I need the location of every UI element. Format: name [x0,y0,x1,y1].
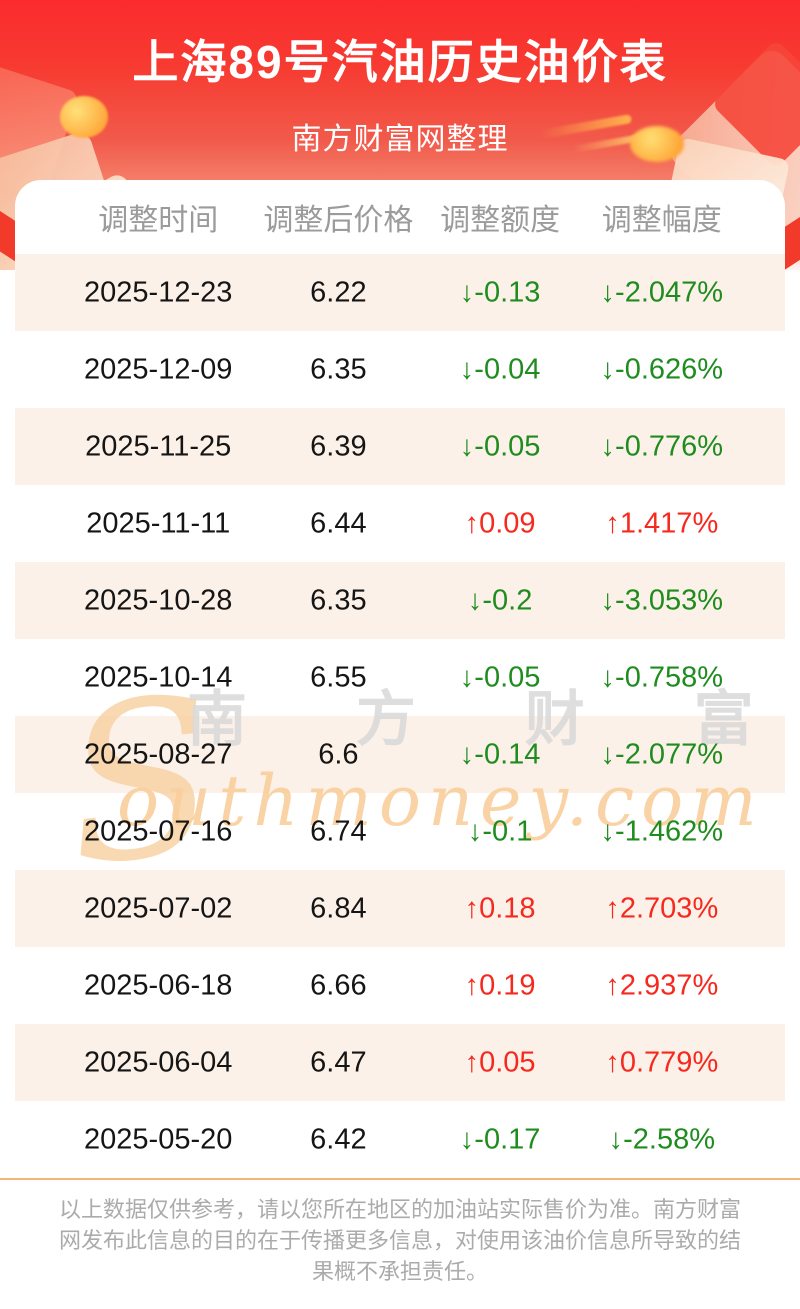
footer-disclaimer-section: 以上数据仅供参考，请以您所在地区的加油站实际售价为准。南方财富网发布此信息的目的… [0,1178,800,1309]
cell-adjust-date: 2025-10-14 [84,661,233,693]
table-row: 2025-12-23 6.22 ↓-0.13 ↓-2.047% [15,254,785,331]
cell-adjust-amount: ↓-0.17 [459,1123,541,1155]
cell-adjust-amount: ↓-0.14 [459,738,541,770]
cell-adjust-amount: ↓-0.1 [467,815,533,847]
cell-adjusted-price: 6.35 [310,353,367,385]
table-row: 2025-12-09 6.35 ↓-0.04 ↓-0.626% [15,331,785,408]
table-row: 2025-06-04 6.47 ↑0.05 ↑0.779% [15,1024,785,1101]
cell-adjust-percent: ↑0.779% [605,1046,719,1078]
cell-adjust-date: 2025-07-16 [84,815,233,847]
table-body: S 南 方 财 富 网 outhmoney.com 2025-12-23 6.2… [15,254,800,1178]
cell-adjust-date: 2025-10-28 [84,584,233,616]
price-table-card: 调整时间 调整后价格 调整额度 调整幅度 S 南 方 财 富 网 outhmon… [15,180,800,1178]
cell-adjust-percent: ↓-0.758% [600,661,724,693]
table-header-row: 调整时间 调整后价格 调整额度 调整幅度 [15,180,785,254]
cell-adjusted-price: 6.55 [310,661,367,693]
column-header-adjust-time: 调整时间 [98,204,219,237]
left-gold-coin-icon [60,96,108,138]
cell-adjust-percent: ↑1.417% [605,507,719,539]
cell-adjusted-price: 6.66 [310,969,367,1001]
cell-adjust-amount: ↑0.09 [464,507,536,539]
cell-adjust-percent: ↓-2.077% [600,738,724,770]
column-header-adjust-percent: 调整幅度 [601,204,722,237]
cell-adjust-date: 2025-06-18 [84,969,233,1001]
cell-adjust-amount: ↑0.05 [464,1046,536,1078]
cell-adjusted-price: 6.44 [310,507,367,539]
cell-adjust-date: 2025-05-20 [84,1123,233,1155]
cell-adjust-date: 2025-07-02 [84,892,233,924]
cell-adjusted-price: 6.22 [310,276,367,308]
cell-adjust-date: 2025-12-09 [84,353,233,385]
table-row: 2025-07-02 6.84 ↑0.18 ↑2.703% [15,870,785,947]
cell-adjusted-price: 6.39 [310,430,367,462]
cell-adjusted-price: 6.84 [310,892,367,924]
cell-adjusted-price: 6.42 [310,1123,367,1155]
cell-adjust-date: 2025-12-23 [84,276,233,308]
cell-adjust-percent: ↑2.703% [605,892,719,924]
right-gold-coin-icon [630,126,684,162]
cell-adjust-amount: ↑0.19 [464,969,536,1001]
table-row: 2025-11-25 6.39 ↓-0.05 ↓-0.776% [15,408,785,485]
column-header-adjusted-price: 调整后价格 [263,204,414,237]
cell-adjust-percent: ↓-3.053% [600,584,724,616]
cell-adjust-amount: ↓-0.2 [467,584,533,616]
cell-adjust-percent: ↓-2.047% [600,276,724,308]
disclaimer-text: 以上数据仅供参考，请以您所在地区的加油站实际售价为准。南方财富网发布此信息的目的… [58,1197,741,1284]
cell-adjust-amount: ↓-0.05 [459,430,541,462]
cell-adjusted-price: 6.74 [310,815,367,847]
cell-adjusted-price: 6.6 [318,738,359,770]
cell-adjust-date: 2025-11-11 [86,507,231,539]
cell-adjust-date: 2025-11-25 [85,430,232,462]
cell-adjust-date: 2025-08-27 [84,738,233,770]
cell-adjusted-price: 6.35 [310,584,367,616]
cell-adjust-amount: ↓-0.04 [459,353,541,385]
table-row: 2025-10-28 6.35 ↓-0.2 ↓-3.053% [15,562,785,639]
cell-adjust-date: 2025-06-04 [84,1046,233,1078]
cell-adjusted-price: 6.47 [310,1046,367,1078]
page-title: 上海89号汽油历史油价表 [132,36,668,88]
table-row: 2025-07-16 6.74 ↓-0.1 ↓-1.462% [15,793,785,870]
table-row: 2025-06-18 6.66 ↑0.19 ↑2.937% [15,947,785,1024]
cell-adjust-amount: ↓-0.13 [459,276,541,308]
cell-adjust-percent: ↓-0.626% [600,353,724,385]
cell-adjust-percent: ↓-2.58% [608,1123,715,1155]
column-header-adjust-amount: 调整额度 [440,204,561,237]
table-row: 2025-10-14 6.55 ↓-0.05 ↓-0.758% [15,639,785,716]
table-row: 2025-05-20 6.42 ↓-0.17 ↓-2.58% [15,1101,785,1178]
cell-adjust-percent: ↓-0.776% [600,430,724,462]
cell-adjust-amount: ↑0.18 [464,892,536,924]
cell-adjust-percent: ↓-1.462% [600,815,724,847]
table-row: 2025-08-27 6.6 ↓-0.14 ↓-2.077% [15,716,785,793]
cell-adjust-amount: ↓-0.05 [459,661,541,693]
cell-adjust-percent: ↑2.937% [605,969,719,1001]
table-row: 2025-11-11 6.44 ↑0.09 ↑1.417% [15,485,785,562]
page-subtitle: 南方财富网整理 [291,123,509,156]
